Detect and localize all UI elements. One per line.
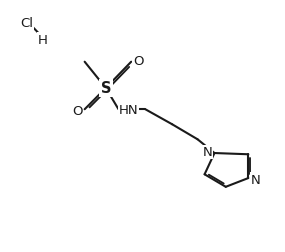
Text: N: N (203, 146, 212, 159)
Text: S: S (101, 81, 111, 96)
Text: O: O (72, 105, 83, 117)
Text: Cl: Cl (20, 17, 33, 30)
Text: O: O (133, 55, 144, 68)
Text: HN: HN (119, 103, 138, 116)
Text: N: N (251, 173, 260, 186)
Text: H: H (37, 34, 47, 46)
